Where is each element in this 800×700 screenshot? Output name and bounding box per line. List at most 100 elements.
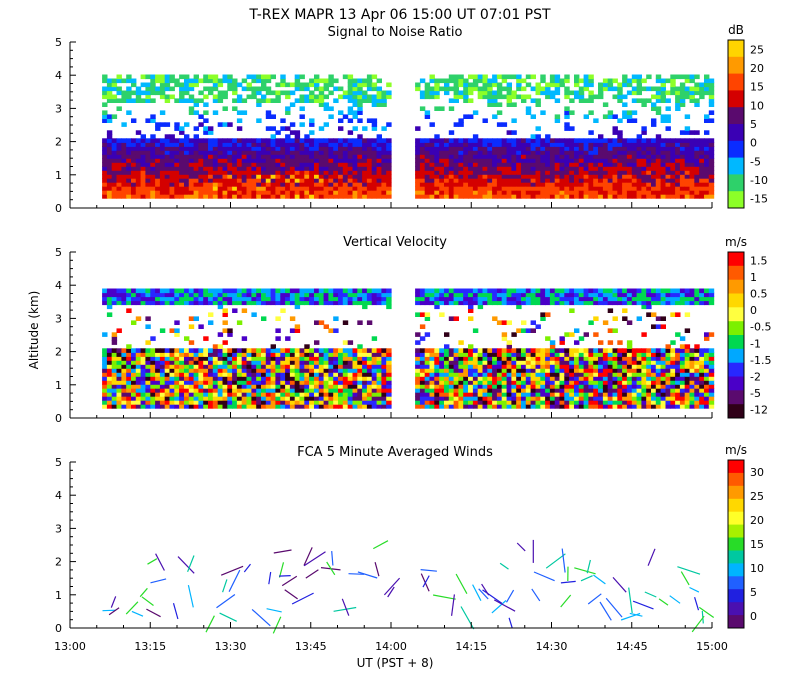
heatmap-cell: [689, 90, 695, 96]
heatmap-cell: [261, 360, 267, 365]
heatmap-cell: [184, 356, 190, 361]
heatmap-cell: [116, 178, 122, 183]
heatmap-cell: [684, 90, 691, 96]
heatmap-cell: [179, 190, 185, 195]
heatmap-cell: [607, 174, 614, 179]
heatmap-cell: [626, 82, 633, 88]
heatmap-cell: [670, 400, 676, 405]
heatmap-cell: [208, 150, 214, 155]
heatmap-cell: [612, 360, 618, 365]
heatmap-cell: [569, 396, 575, 401]
heatmap-cell: [294, 150, 301, 155]
heatmap-cell: [429, 78, 435, 84]
heatmap-cell: [159, 404, 166, 409]
heatmap-cell: [131, 178, 137, 183]
heatmap-cell: [670, 162, 676, 167]
heatmap-cell: [482, 404, 488, 409]
heatmap-cell: [198, 288, 204, 294]
heatmap-cell: [554, 352, 561, 357]
heatmap-cell: [179, 356, 185, 361]
heatmap-cell: [549, 356, 556, 361]
heatmap-cell: [554, 356, 561, 361]
heatmap-cell: [376, 384, 382, 389]
heatmap-cell: [419, 142, 426, 147]
heatmap-cell: [371, 170, 378, 175]
heatmap-cell: [314, 392, 320, 397]
heatmap-cell: [540, 166, 546, 171]
heatmap-cell: [496, 296, 503, 302]
heatmap-cell: [222, 94, 228, 100]
heatmap-cell: [193, 82, 199, 88]
heatmap-cell: [159, 352, 166, 357]
heatmap-cell: [102, 170, 108, 175]
heatmap-cell: [626, 288, 633, 294]
heatmap-cell: [564, 158, 570, 163]
heatmap-cell: [631, 376, 638, 381]
heatmap-cell: [362, 396, 368, 401]
heatmap-cell: [646, 352, 652, 357]
heatmap-cell: [598, 292, 604, 298]
heatmap-cell: [549, 292, 556, 298]
heatmap-cell: [159, 150, 166, 155]
heatmap-cell: [419, 194, 426, 199]
heatmap-cell: [564, 154, 570, 159]
heatmap-cell: [169, 364, 175, 369]
heatmap-cell: [477, 396, 484, 401]
heatmap-cell: [155, 392, 161, 397]
heatmap-cell: [708, 178, 715, 183]
heatmap-cell: [569, 98, 575, 103]
heatmap-cell: [453, 178, 459, 183]
heatmap-cell: [602, 320, 609, 325]
heatmap-cell: [203, 392, 209, 397]
heatmap-cell: [164, 400, 171, 405]
heatmap-cell: [444, 396, 450, 401]
heatmap-cell: [439, 292, 445, 298]
heatmap-cell: [217, 154, 224, 159]
heatmap-cell: [212, 288, 219, 294]
heatmap-cell: [665, 388, 671, 393]
heatmap-cell: [270, 134, 276, 139]
heatmap-cell: [704, 190, 710, 195]
heatmap-cell: [357, 364, 363, 369]
heatmap-cell: [164, 292, 171, 298]
heatmap-cell: [275, 288, 281, 294]
heatmap-cell: [626, 368, 633, 373]
heatmap-cell: [342, 376, 349, 381]
heatmap-cell: [222, 174, 228, 179]
heatmap-cell: [241, 182, 248, 187]
heatmap-cell: [530, 296, 536, 302]
heatmap-cell: [236, 372, 243, 377]
heatmap-cell: [554, 392, 561, 397]
heatmap-cell: [496, 174, 503, 179]
heatmap-cell: [588, 364, 594, 369]
heatmap-cell: [424, 360, 431, 365]
heatmap-cell: [357, 86, 363, 92]
heatmap-cell: [530, 376, 536, 381]
heatmap-cell: [314, 300, 320, 306]
heatmap-cell: [106, 352, 113, 357]
heatmap-cell: [145, 340, 151, 345]
heatmap-cell: [102, 368, 108, 373]
heatmap-cell: [468, 380, 474, 385]
heatmap-cell: [188, 106, 195, 111]
heatmap-cell: [511, 162, 517, 167]
heatmap-cell: [487, 178, 493, 183]
heatmap-cell: [419, 384, 426, 389]
heatmap-cell: [549, 396, 556, 401]
heatmap-cell: [458, 158, 464, 163]
heatmap-cell: [280, 74, 286, 80]
heatmap-cell: [126, 400, 132, 405]
heatmap-cell: [347, 352, 354, 357]
heatmap-cell: [280, 400, 286, 405]
heatmap-cell: [660, 118, 666, 123]
heatmap-cell: [386, 154, 392, 159]
heatmap-cell: [328, 194, 334, 199]
heatmap-cell: [506, 340, 512, 345]
heatmap-cell: [328, 292, 334, 298]
heatmap-cell: [622, 376, 628, 381]
heatmap-cell: [261, 388, 267, 393]
heatmap-cell: [496, 292, 503, 298]
heatmap-cell: [516, 300, 522, 306]
heatmap-cell: [622, 166, 628, 171]
heatmap-cell: [357, 106, 363, 111]
